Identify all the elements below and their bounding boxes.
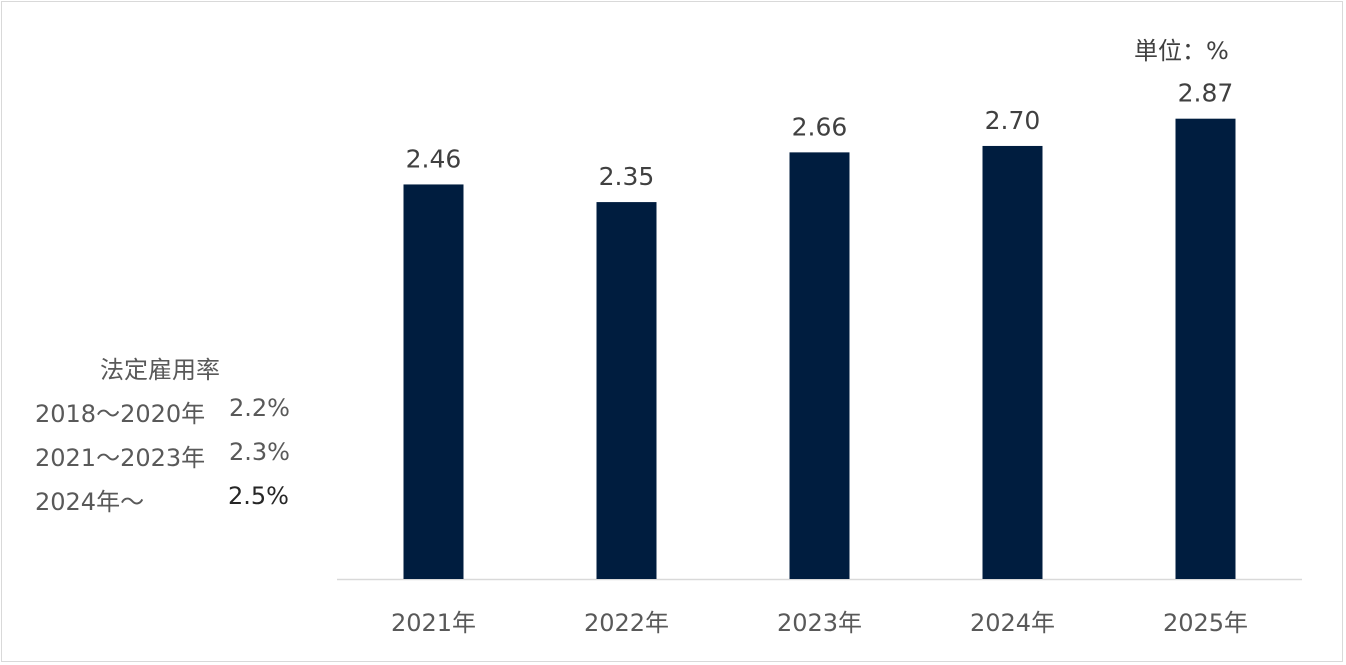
legal-rate-value: 2.3%: [229, 438, 290, 466]
data-label: 2.35: [599, 162, 655, 191]
unit-label: 単位：%: [1134, 37, 1229, 65]
data-label: 2.46: [406, 144, 462, 173]
x-tick-label: 2024年: [970, 609, 1055, 637]
data-label: 2.66: [792, 112, 848, 141]
legal-rate-period: 2018～2020年: [35, 400, 206, 428]
data-label: 2.70: [985, 106, 1041, 135]
legal-rate-period: 2021～2023年: [35, 444, 206, 472]
legal-rate-title: 法定雇用率: [100, 356, 220, 384]
legal-rate-value: 2.2%: [229, 394, 290, 422]
x-tick-label: 2025年: [1163, 609, 1248, 637]
bar-2021年: [403, 184, 464, 579]
bar-2025年: [1175, 118, 1236, 579]
x-tick-label: 2021年: [391, 609, 476, 637]
bar-2024年: [982, 145, 1043, 579]
legal-rate-value: 2.5%: [228, 482, 289, 510]
x-tick-label: 2023年: [777, 609, 862, 637]
bar-2022年: [596, 202, 657, 580]
legal-rate-period: 2024年～: [35, 488, 145, 516]
x-tick-label: 2022年: [584, 609, 669, 637]
data-label: 2.87: [1178, 79, 1234, 108]
bar-2023年: [789, 152, 850, 580]
